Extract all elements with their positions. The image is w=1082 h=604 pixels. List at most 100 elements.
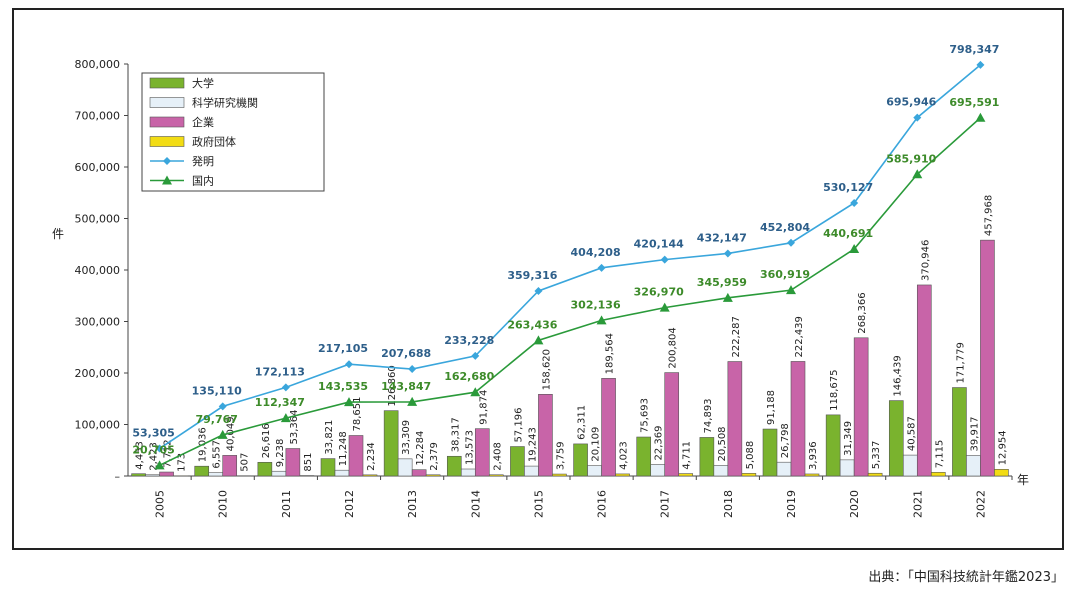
x-tick-label: 2015 bbox=[532, 490, 545, 518]
line-value-label: 420,144 bbox=[634, 238, 684, 251]
legend-swatch-大学 bbox=[149, 77, 185, 89]
bar-value-label: 4,023 bbox=[619, 441, 630, 470]
bar-value-label: 57,196 bbox=[513, 408, 524, 443]
bar-科学研究機関 bbox=[397, 458, 413, 477]
line-value-label: 263,436 bbox=[507, 318, 557, 331]
marker-発明 bbox=[787, 238, 795, 247]
line-value-label: 53,305 bbox=[132, 427, 174, 440]
legend-swatch-政府団体 bbox=[149, 136, 185, 147]
marker-国内 bbox=[912, 169, 923, 179]
bar-大学 bbox=[510, 446, 525, 477]
marker-発明 bbox=[534, 286, 543, 295]
y-axis-label: 件 bbox=[52, 227, 64, 241]
y-tick-label: 800,000 bbox=[75, 58, 121, 71]
line-value-label: 143,847 bbox=[381, 380, 431, 393]
bar-value-label: 33,821 bbox=[324, 420, 335, 455]
bar-企業 bbox=[159, 471, 174, 477]
legend-entry: 国内 bbox=[192, 174, 214, 188]
bar-大学 bbox=[194, 465, 210, 477]
bar-大学 bbox=[762, 428, 778, 477]
legend-entry: 大学 bbox=[192, 76, 214, 90]
x-tick-label: 2019 bbox=[785, 490, 798, 518]
bar-科学研究機関 bbox=[334, 469, 350, 477]
line-value-label: 432,147 bbox=[697, 231, 747, 244]
bar-大学 bbox=[446, 455, 462, 477]
line-value-label: 135,110 bbox=[192, 384, 242, 397]
marker-発明 bbox=[281, 383, 290, 392]
x-tick-label: 2013 bbox=[406, 490, 419, 518]
line-value-label: 143,535 bbox=[318, 380, 368, 393]
bar-企業 bbox=[601, 378, 616, 477]
y-tick-label: – bbox=[115, 470, 121, 483]
bar-value-label: 222,287 bbox=[731, 316, 742, 357]
line-国内 bbox=[159, 117, 981, 467]
bar-value-label: 370,946 bbox=[920, 240, 931, 281]
bar-value-label: 4,711 bbox=[682, 441, 693, 470]
bar-value-label: 7,712 bbox=[163, 439, 174, 468]
line-value-label: 217,105 bbox=[318, 342, 368, 355]
bar-企業 bbox=[790, 361, 806, 477]
bar-企業 bbox=[853, 337, 869, 477]
marker-国内 bbox=[722, 292, 733, 302]
marker-国内 bbox=[659, 302, 670, 312]
bar-企業 bbox=[727, 361, 743, 477]
marker-国内 bbox=[533, 335, 544, 345]
bar-value-label: 126,860 bbox=[387, 365, 398, 406]
bar-value-label: 3,936 bbox=[808, 441, 819, 470]
bar-科学研究機関 bbox=[650, 464, 666, 477]
bar-大学 bbox=[131, 473, 146, 477]
marker-国内 bbox=[786, 285, 796, 295]
bar-科学研究機関 bbox=[145, 474, 160, 477]
legend-marker bbox=[163, 157, 171, 165]
bar-value-label: 189,564 bbox=[605, 333, 616, 374]
marker-発明 bbox=[913, 113, 922, 122]
bar-value-label: 75,693 bbox=[640, 398, 651, 433]
x-tick-label: 2010 bbox=[217, 490, 230, 518]
line-value-label: 112,347 bbox=[255, 396, 305, 409]
bar-科学研究機関 bbox=[208, 472, 224, 477]
y-tick-label: 400,000 bbox=[75, 264, 121, 277]
bar-政府団体 bbox=[488, 474, 504, 477]
x-tick-label: 2022 bbox=[974, 490, 987, 518]
bar-政府団体 bbox=[867, 472, 883, 477]
bar-大学 bbox=[320, 458, 336, 477]
bar-value-label: 268,366 bbox=[857, 292, 868, 333]
bar-value-label: 11,248 bbox=[338, 431, 349, 466]
bar-value-label: 5,337 bbox=[871, 441, 882, 470]
line-value-label: 360,919 bbox=[760, 268, 810, 281]
legend-entry: 政府団体 bbox=[192, 135, 236, 149]
marker-国内 bbox=[470, 387, 481, 397]
x-tick-label: 2016 bbox=[596, 490, 609, 518]
marker-国内 bbox=[154, 460, 165, 470]
y-tick-label: 500,000 bbox=[75, 213, 121, 226]
legend-marker bbox=[162, 175, 172, 185]
line-value-label: 326,970 bbox=[634, 286, 684, 299]
bar-科学研究機関 bbox=[713, 465, 729, 477]
bar-value-label: 2,408 bbox=[492, 442, 503, 471]
bar-value-label: 26,616 bbox=[261, 423, 272, 458]
marker-発明 bbox=[408, 365, 417, 374]
bar-政府団体 bbox=[994, 469, 1009, 477]
marker-発明 bbox=[660, 255, 669, 264]
bar-大学 bbox=[699, 437, 715, 477]
marker-発明 bbox=[850, 198, 859, 207]
x-tick-label: 2011 bbox=[280, 490, 293, 518]
marker-国内 bbox=[975, 112, 986, 122]
bar-企業 bbox=[916, 284, 932, 477]
x-tick-label: 2014 bbox=[469, 490, 482, 518]
line-value-label: 404,208 bbox=[571, 246, 621, 259]
x-tick-label: 2005 bbox=[154, 490, 167, 518]
bar-value-label: 2,379 bbox=[429, 442, 440, 471]
bar-value-label: 200,804 bbox=[668, 327, 679, 368]
line-value-label: 162,680 bbox=[444, 370, 494, 383]
line-value-label: 345,959 bbox=[697, 276, 747, 289]
bar-企業 bbox=[538, 394, 553, 477]
bar-value-label: 5,088 bbox=[745, 441, 756, 470]
x-axis-label: 年 bbox=[1017, 473, 1029, 487]
marker-発明 bbox=[471, 351, 480, 360]
bar-value-label: 53,364 bbox=[289, 410, 300, 445]
source-note: 出典：「中国科技統計年鑑2023」 bbox=[868, 570, 1064, 585]
bar-value-label: 9,238 bbox=[275, 439, 286, 468]
bar-科学研究機関 bbox=[966, 455, 981, 477]
